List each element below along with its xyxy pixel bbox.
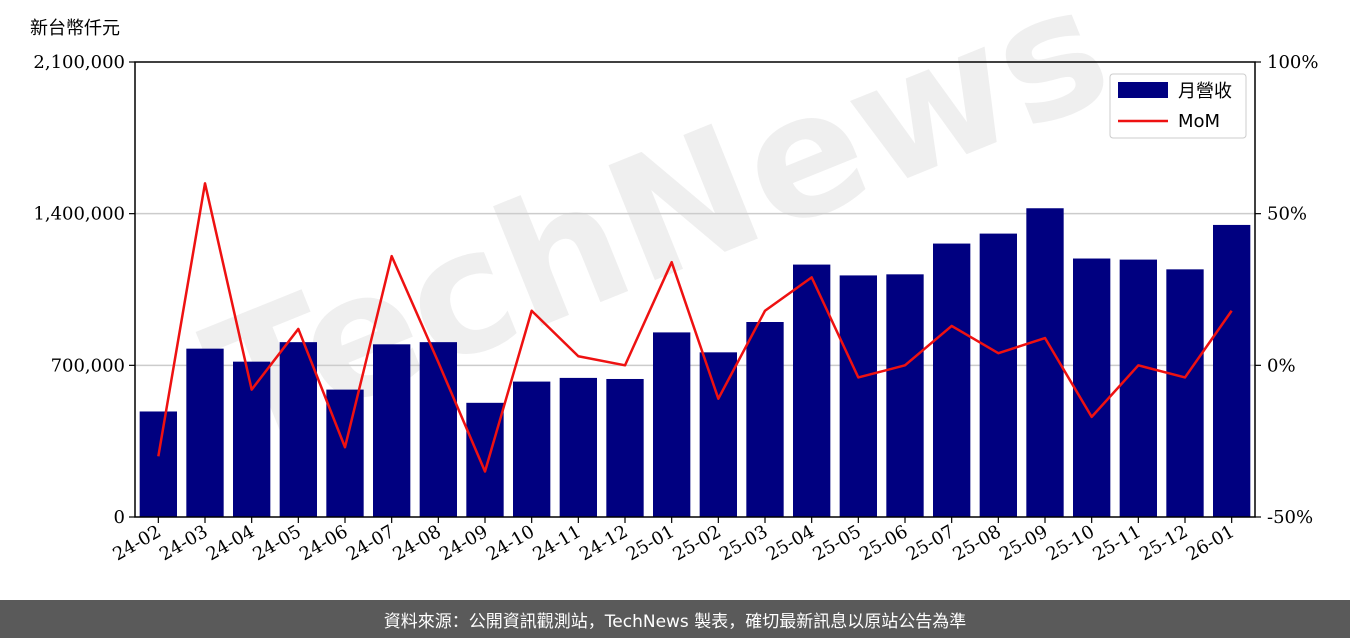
x-tick-label: 25-01	[623, 521, 678, 565]
x-tick-label: 24-04	[203, 521, 258, 565]
source-footer: 資料來源：公開資訊觀測站，TechNews 製表，確切最新訊息以原站公告為準	[0, 600, 1350, 638]
left-tick-label: 2,100,000	[33, 52, 125, 73]
legend-label-mom: MoM	[1178, 111, 1220, 132]
revenue-bar	[979, 233, 1017, 517]
x-tick-label: 26-01	[1183, 521, 1238, 565]
revenue-bar	[1026, 208, 1064, 517]
x-tick-label: 25-04	[763, 521, 818, 565]
x-tick-label: 24-06	[296, 521, 351, 565]
x-tick-label: 24-09	[436, 521, 491, 565]
x-tick-label: 25-08	[949, 521, 1004, 565]
x-tick-label: 25-09	[996, 521, 1051, 565]
left-tick-label: 700,000	[51, 355, 125, 376]
x-tick-label: 24-08	[389, 521, 444, 565]
revenue-bar	[746, 322, 784, 517]
x-tick-label: 24-03	[156, 521, 211, 565]
right-tick-label: 50%	[1267, 204, 1307, 225]
revenue-bar	[186, 348, 224, 517]
bar-line-chart: TechNews 0700,0001,400,0002,100,000-50%0…	[33, 0, 1318, 565]
legend-swatch-bar	[1118, 82, 1168, 98]
revenue-bar	[466, 402, 504, 517]
x-tick-label: 25-10	[1043, 521, 1098, 565]
revenue-bar	[326, 389, 364, 517]
revenue-bar	[279, 342, 317, 517]
right-tick-label: 0%	[1267, 355, 1296, 376]
revenue-bar	[419, 342, 457, 517]
revenue-bar	[513, 381, 551, 517]
revenue-bar	[933, 243, 971, 518]
revenue-bar	[373, 344, 411, 517]
gridlines	[135, 212, 1255, 367]
legend: 月營收 MoM	[1109, 73, 1247, 139]
revenue-bar	[139, 411, 177, 517]
x-tick-label: 25-12	[1136, 521, 1191, 565]
revenue-bar	[1213, 224, 1251, 517]
x-tick-label: 24-11	[529, 521, 584, 565]
x-tick-label: 24-10	[483, 521, 538, 565]
left-tick-label: 0	[114, 507, 125, 528]
revenue-bar	[699, 352, 737, 517]
x-tick-label: 24-12	[576, 521, 631, 565]
plot-frame	[134, 61, 1256, 518]
revenue-bar	[1073, 258, 1111, 517]
right-tick-label: 100%	[1267, 52, 1318, 73]
x-tick-label: 25-02	[669, 521, 724, 565]
footer-text: 資料來源：公開資訊觀測站，TechNews 製表，確切最新訊息以原站公告為準	[383, 611, 967, 632]
revenue-bar	[1119, 259, 1157, 517]
revenue-bar	[559, 377, 597, 517]
x-tick-label: 25-11	[1089, 521, 1144, 565]
left-tick-label: 1,400,000	[33, 204, 125, 225]
right-tick-label: -50%	[1267, 507, 1313, 528]
x-tick-label: 25-07	[903, 521, 958, 565]
y-axis-unit-label: 新台幣仟元	[30, 18, 120, 39]
x-tick-label: 25-03	[716, 521, 771, 565]
legend-label-revenue: 月營收	[1178, 81, 1232, 102]
mom-line-layer	[157, 182, 1233, 473]
mom-line	[157, 182, 1233, 473]
x-tick-label: 25-05	[809, 521, 864, 565]
revenue-bar	[839, 275, 877, 517]
revenue-bar	[886, 274, 924, 517]
revenue-bar	[653, 332, 691, 517]
revenue-bar	[1166, 269, 1204, 517]
x-tick-label: 25-06	[856, 521, 911, 565]
x-tick-label: 24-05	[249, 521, 304, 565]
x-tick-label: 24-07	[343, 521, 398, 565]
revenue-bar	[606, 378, 644, 517]
